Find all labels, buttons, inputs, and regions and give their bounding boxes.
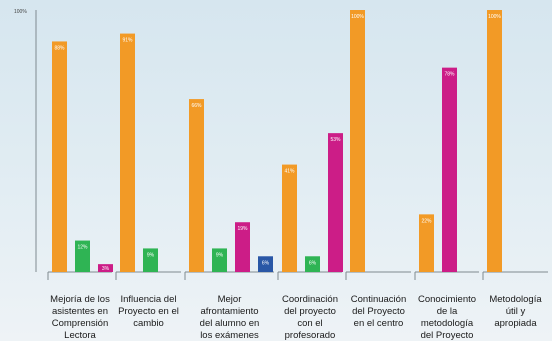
bar-value-label: 22%: [421, 218, 432, 224]
bar: [143, 248, 158, 272]
bar: [282, 164, 297, 272]
category-label-line: Lectora: [64, 330, 96, 341]
category-label-line: Continuación: [351, 294, 406, 305]
bar: [235, 222, 250, 272]
bar: [419, 214, 434, 272]
category-group: 41% 6% 53% Coordinación del proyecto con el pr…: [277, 133, 343, 341]
category-label: Metodología útil y apropiada: [489, 294, 542, 329]
bar: [212, 248, 227, 272]
bar-value-label: 9%: [216, 252, 224, 258]
bar-value-label: 66%: [191, 103, 202, 109]
category-label-line: los exámenes: [200, 330, 259, 341]
category-label-line: del alumno en: [200, 318, 260, 329]
bar-value-label: 9%: [147, 252, 155, 258]
bar-value-label: 6%: [262, 260, 270, 266]
bar: [350, 10, 365, 272]
category-label-line: Comprensión: [52, 318, 109, 329]
bar-value-label: 12%: [77, 245, 88, 251]
category-label-line: de la: [437, 306, 458, 317]
category-label: Coordinación del proyecto con el profesorad…: [282, 294, 338, 341]
bar-value-label: 41%: [284, 169, 295, 175]
bar: [487, 10, 502, 272]
category-label-line: útil y: [506, 306, 526, 317]
bar: [98, 264, 113, 272]
bar-value-label: 19%: [237, 226, 248, 232]
category-group: 66% 9% 19% 6% Mejor afrontamiento del alumno e…: [184, 99, 274, 341]
category-group: 100% Metodología útil y apropiada: [482, 10, 548, 329]
category-label-line: asistentes en: [52, 306, 108, 317]
category-group: 100% Continuación del Proyecto en el centro: [345, 10, 411, 329]
category-group: 88% 12% 3% Mejoría de los asistentes en Compr…: [47, 41, 113, 341]
category-label-line: metodología: [421, 318, 474, 329]
category-label-line: en el centro: [354, 318, 404, 329]
category-group: 22% 78% Conocimiento de la metodología del Pr…: [414, 67, 479, 341]
bar-value-label: 3%: [102, 266, 110, 272]
bar-value-label: 6%: [309, 260, 317, 266]
category-label-line: del proyecto: [284, 306, 336, 317]
bar-value-label: 88%: [54, 45, 65, 51]
category-label: Influencia del Proyecto en el cambio: [118, 294, 179, 329]
bar-value-label: 78%: [444, 72, 455, 78]
category-group: 91% 9% Influencia del Proyecto en el cambio: [115, 33, 181, 329]
bar-value-label: 100%: [351, 14, 364, 20]
category-label: Mejoría de los asistentes en Comprensión Le…: [50, 294, 110, 341]
category-label-line: Conocimiento: [418, 294, 476, 305]
category-label-line: afrontamiento: [200, 306, 258, 317]
bar: [75, 240, 90, 272]
category-label-line: Influencia del: [121, 294, 177, 305]
category-label-line: Metodología: [489, 294, 542, 305]
category-label-line: Mejor: [218, 294, 242, 305]
bar: [305, 256, 320, 272]
category-label: Mejor afrontamiento del alumno en los exáme…: [200, 294, 260, 341]
category-label-line: cambio: [133, 318, 164, 329]
bar: [258, 256, 273, 272]
category-label-line: apropiada: [494, 318, 537, 329]
category-label-line: profesorado: [285, 330, 336, 341]
category-label-line: del Proyecto: [352, 306, 405, 317]
bar: [328, 133, 343, 272]
category-label: Continuación del Proyecto en el centro: [351, 294, 406, 329]
category-label-line: Proyecto en el: [118, 306, 179, 317]
bar: [442, 67, 457, 272]
category-label-line: del Proyecto: [421, 330, 474, 341]
bar-value-label: 91%: [122, 38, 133, 44]
bar: [120, 33, 135, 272]
category-label: Conocimiento de la metodología del Proyecto: [418, 294, 476, 341]
category-groups: 88% 12% 3% Mejoría de los asistentes en Compr…: [47, 10, 548, 341]
bar-value-label: 100%: [488, 14, 501, 20]
bar-value-label: 53%: [330, 137, 341, 143]
category-label-line: Coordinación: [282, 294, 338, 305]
category-label-line: con el: [297, 318, 322, 329]
y-axis-top-tick-label: 100%: [14, 9, 27, 15]
bar: [189, 99, 204, 272]
category-label-line: Mejoría de los: [50, 294, 110, 305]
bar: [52, 41, 67, 272]
